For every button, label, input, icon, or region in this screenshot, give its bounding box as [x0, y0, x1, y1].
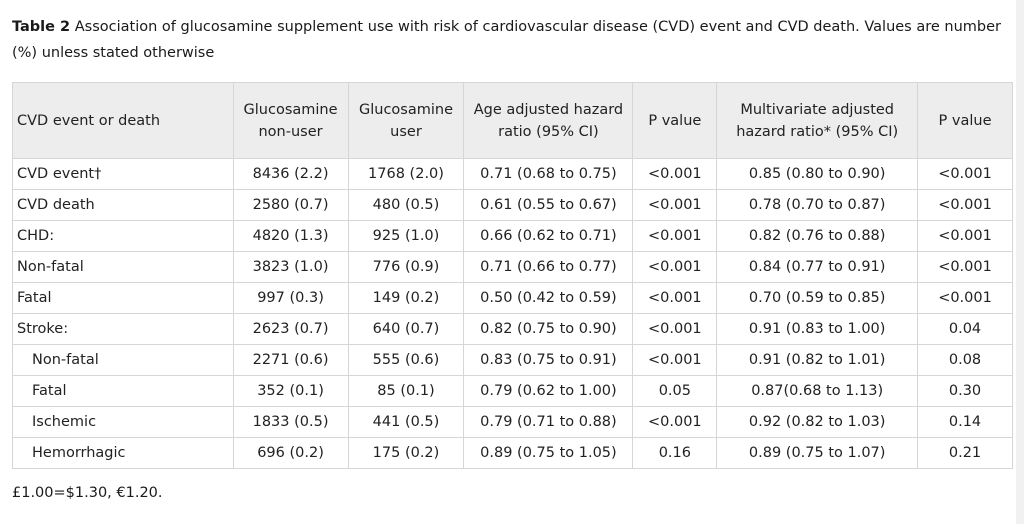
- header-p-value-age-adjusted: P value: [632, 82, 718, 159]
- currency-footnote: £1.00=$1.30, €1.20.: [12, 485, 163, 501]
- cell-row-label: Non-fatal: [12, 251, 234, 283]
- cell-multivariate-p-value: <0.001: [917, 189, 1013, 221]
- cell-multivariate-hr: 0.85 (0.80 to 0.90): [716, 158, 919, 190]
- cell-multivariate-p-value: <0.001: [917, 251, 1013, 283]
- cell-multivariate-hr: 0.91 (0.82 to 1.01): [716, 344, 919, 376]
- cell-multivariate-hr: 0.70 (0.59 to 0.85): [716, 282, 919, 314]
- table-row: CVD death 2580 (0.7) 480 (0.5) 0.61 (0.55 t…: [12, 189, 1013, 221]
- cell-age-adjusted-p-value: <0.001: [632, 406, 718, 438]
- table-row: CVD event† 8436 (2.2) 1768 (2.0) 0.71 (0.68…: [12, 158, 1013, 190]
- table-row: Fatal 997 (0.3) 149 (0.2) 0.50 (0.42 to 0.5…: [12, 282, 1013, 314]
- cell-user-count: 640 (0.7): [347, 313, 465, 345]
- table-row: Non-fatal 2271 (0.6) 555 (0.6) 0.83 (0.75 t…: [12, 344, 1013, 376]
- cell-age-adjusted-hr: 0.71 (0.68 to 0.75): [463, 158, 634, 190]
- cell-age-adjusted-p-value: <0.001: [632, 313, 718, 345]
- cell-row-label: CHD:: [12, 220, 234, 252]
- cell-non-user-count: 352 (0.1): [232, 375, 349, 407]
- cell-multivariate-hr: 0.91 (0.83 to 1.00): [716, 313, 919, 345]
- table-label: Table 2: [12, 19, 71, 35]
- cell-non-user-count: 2271 (0.6): [232, 344, 349, 376]
- cell-age-adjusted-p-value: <0.001: [632, 158, 718, 190]
- cell-user-count: 776 (0.9): [347, 251, 465, 283]
- cell-multivariate-hr: 0.89 (0.75 to 1.07): [716, 437, 919, 469]
- cell-non-user-count: 997 (0.3): [232, 282, 349, 314]
- table-row: CHD: 4820 (1.3) 925 (1.0) 0.66 (0.62 to 0.7…: [12, 220, 1013, 252]
- cell-multivariate-hr: 0.87(0.68 to 1.13): [716, 375, 919, 407]
- header-cvd-event-or-death: CVD event or death: [12, 82, 234, 159]
- cell-multivariate-hr: 0.78 (0.70 to 0.87): [716, 189, 919, 221]
- cell-row-label: Stroke:: [12, 313, 234, 345]
- table-header: CVD event or death Glucosamine non-user …: [12, 82, 1013, 159]
- cell-age-adjusted-p-value: 0.05: [632, 375, 718, 407]
- page-scrollbar[interactable]: [1016, 0, 1024, 524]
- cell-age-adjusted-p-value: 0.16: [632, 437, 718, 469]
- cell-multivariate-hr: 0.84 (0.77 to 0.91): [716, 251, 919, 283]
- results-table: CVD event or death Glucosamine non-user …: [12, 82, 1013, 469]
- cell-multivariate-p-value: 0.04: [917, 313, 1013, 345]
- table-caption-text: Association of glucosamine supplement us…: [12, 19, 1001, 61]
- cell-age-adjusted-hr: 0.50 (0.42 to 0.59): [463, 282, 634, 314]
- cell-multivariate-p-value: <0.001: [917, 282, 1013, 314]
- cell-age-adjusted-p-value: <0.001: [632, 189, 718, 221]
- cell-multivariate-hr: 0.82 (0.76 to 0.88): [716, 220, 919, 252]
- cell-non-user-count: 1833 (0.5): [232, 406, 349, 438]
- cell-user-count: 925 (1.0): [347, 220, 465, 252]
- cell-age-adjusted-hr: 0.83 (0.75 to 0.91): [463, 344, 634, 376]
- header-glucosamine-non-user: Glucosamine non-user: [232, 82, 349, 159]
- cell-row-label: Fatal: [12, 375, 234, 407]
- cell-multivariate-p-value: 0.08: [917, 344, 1013, 376]
- cell-multivariate-hr: 0.92 (0.82 to 1.03): [716, 406, 919, 438]
- cell-age-adjusted-p-value: <0.001: [632, 251, 718, 283]
- cell-non-user-count: 8436 (2.2): [232, 158, 349, 190]
- cell-row-label: Hemorrhagic: [12, 437, 234, 469]
- cell-age-adjusted-p-value: <0.001: [632, 220, 718, 252]
- cell-user-count: 441 (0.5): [347, 406, 465, 438]
- cell-non-user-count: 2580 (0.7): [232, 189, 349, 221]
- cell-age-adjusted-p-value: <0.001: [632, 282, 718, 314]
- table-row: Fatal 352 (0.1) 85 (0.1) 0.79 (0.62 to 1.00…: [12, 375, 1013, 407]
- cell-row-label: Fatal: [12, 282, 234, 314]
- cell-non-user-count: 4820 (1.3): [232, 220, 349, 252]
- header-p-value-multivariate: P value: [917, 82, 1013, 159]
- cell-non-user-count: 2623 (0.7): [232, 313, 349, 345]
- cell-non-user-count: 696 (0.2): [232, 437, 349, 469]
- cell-age-adjusted-hr: 0.79 (0.62 to 1.00): [463, 375, 634, 407]
- cell-user-count: 480 (0.5): [347, 189, 465, 221]
- table-row: Ischemic 1833 (0.5) 441 (0.5) 0.79 (0.71 to…: [12, 406, 1013, 438]
- cell-age-adjusted-hr: 0.82 (0.75 to 0.90): [463, 313, 634, 345]
- cell-multivariate-p-value: <0.001: [917, 220, 1013, 252]
- table-caption: Table 2 Association of glucosamine suppl…: [12, 14, 1012, 66]
- cell-user-count: 555 (0.6): [347, 344, 465, 376]
- cell-row-label: Non-fatal: [12, 344, 234, 376]
- cell-multivariate-p-value: 0.21: [917, 437, 1013, 469]
- cell-non-user-count: 3823 (1.0): [232, 251, 349, 283]
- cell-multivariate-p-value: <0.001: [917, 158, 1013, 190]
- cell-row-label: CVD event†: [12, 158, 234, 190]
- cell-age-adjusted-hr: 0.71 (0.66 to 0.77): [463, 251, 634, 283]
- table-row: Hemorrhagic 696 (0.2) 175 (0.2) 0.89 (0.75 …: [12, 437, 1013, 469]
- table-body: CVD event† 8436 (2.2) 1768 (2.0) 0.71 (0.68…: [12, 158, 1013, 469]
- cell-row-label: CVD death: [12, 189, 234, 221]
- cell-age-adjusted-hr: 0.66 (0.62 to 0.71): [463, 220, 634, 252]
- header-age-adjusted-hr: Age adjusted hazard ratio (95% CI): [463, 82, 634, 159]
- header-multivariate-adjusted-hr: Multivariate adjusted hazard ratio* (95%…: [716, 82, 919, 159]
- cell-multivariate-p-value: 0.14: [917, 406, 1013, 438]
- cell-age-adjusted-p-value: <0.001: [632, 344, 718, 376]
- cell-age-adjusted-hr: 0.79 (0.71 to 0.88): [463, 406, 634, 438]
- cell-age-adjusted-hr: 0.61 (0.55 to 0.67): [463, 189, 634, 221]
- cell-user-count: 175 (0.2): [347, 437, 465, 469]
- table-row: Stroke: 2623 (0.7) 640 (0.7) 0.82 (0.75 to …: [12, 313, 1013, 345]
- cell-row-label: Ischemic: [12, 406, 234, 438]
- cell-user-count: 85 (0.1): [347, 375, 465, 407]
- table-row: Non-fatal 3823 (1.0) 776 (0.9) 0.71 (0.66 t…: [12, 251, 1013, 283]
- cell-user-count: 149 (0.2): [347, 282, 465, 314]
- header-row: CVD event or death Glucosamine non-user …: [12, 82, 1013, 159]
- header-glucosamine-user: Glucosamine user: [347, 82, 465, 159]
- cell-user-count: 1768 (2.0): [347, 158, 465, 190]
- cell-age-adjusted-hr: 0.89 (0.75 to 1.05): [463, 437, 634, 469]
- cell-multivariate-p-value: 0.30: [917, 375, 1013, 407]
